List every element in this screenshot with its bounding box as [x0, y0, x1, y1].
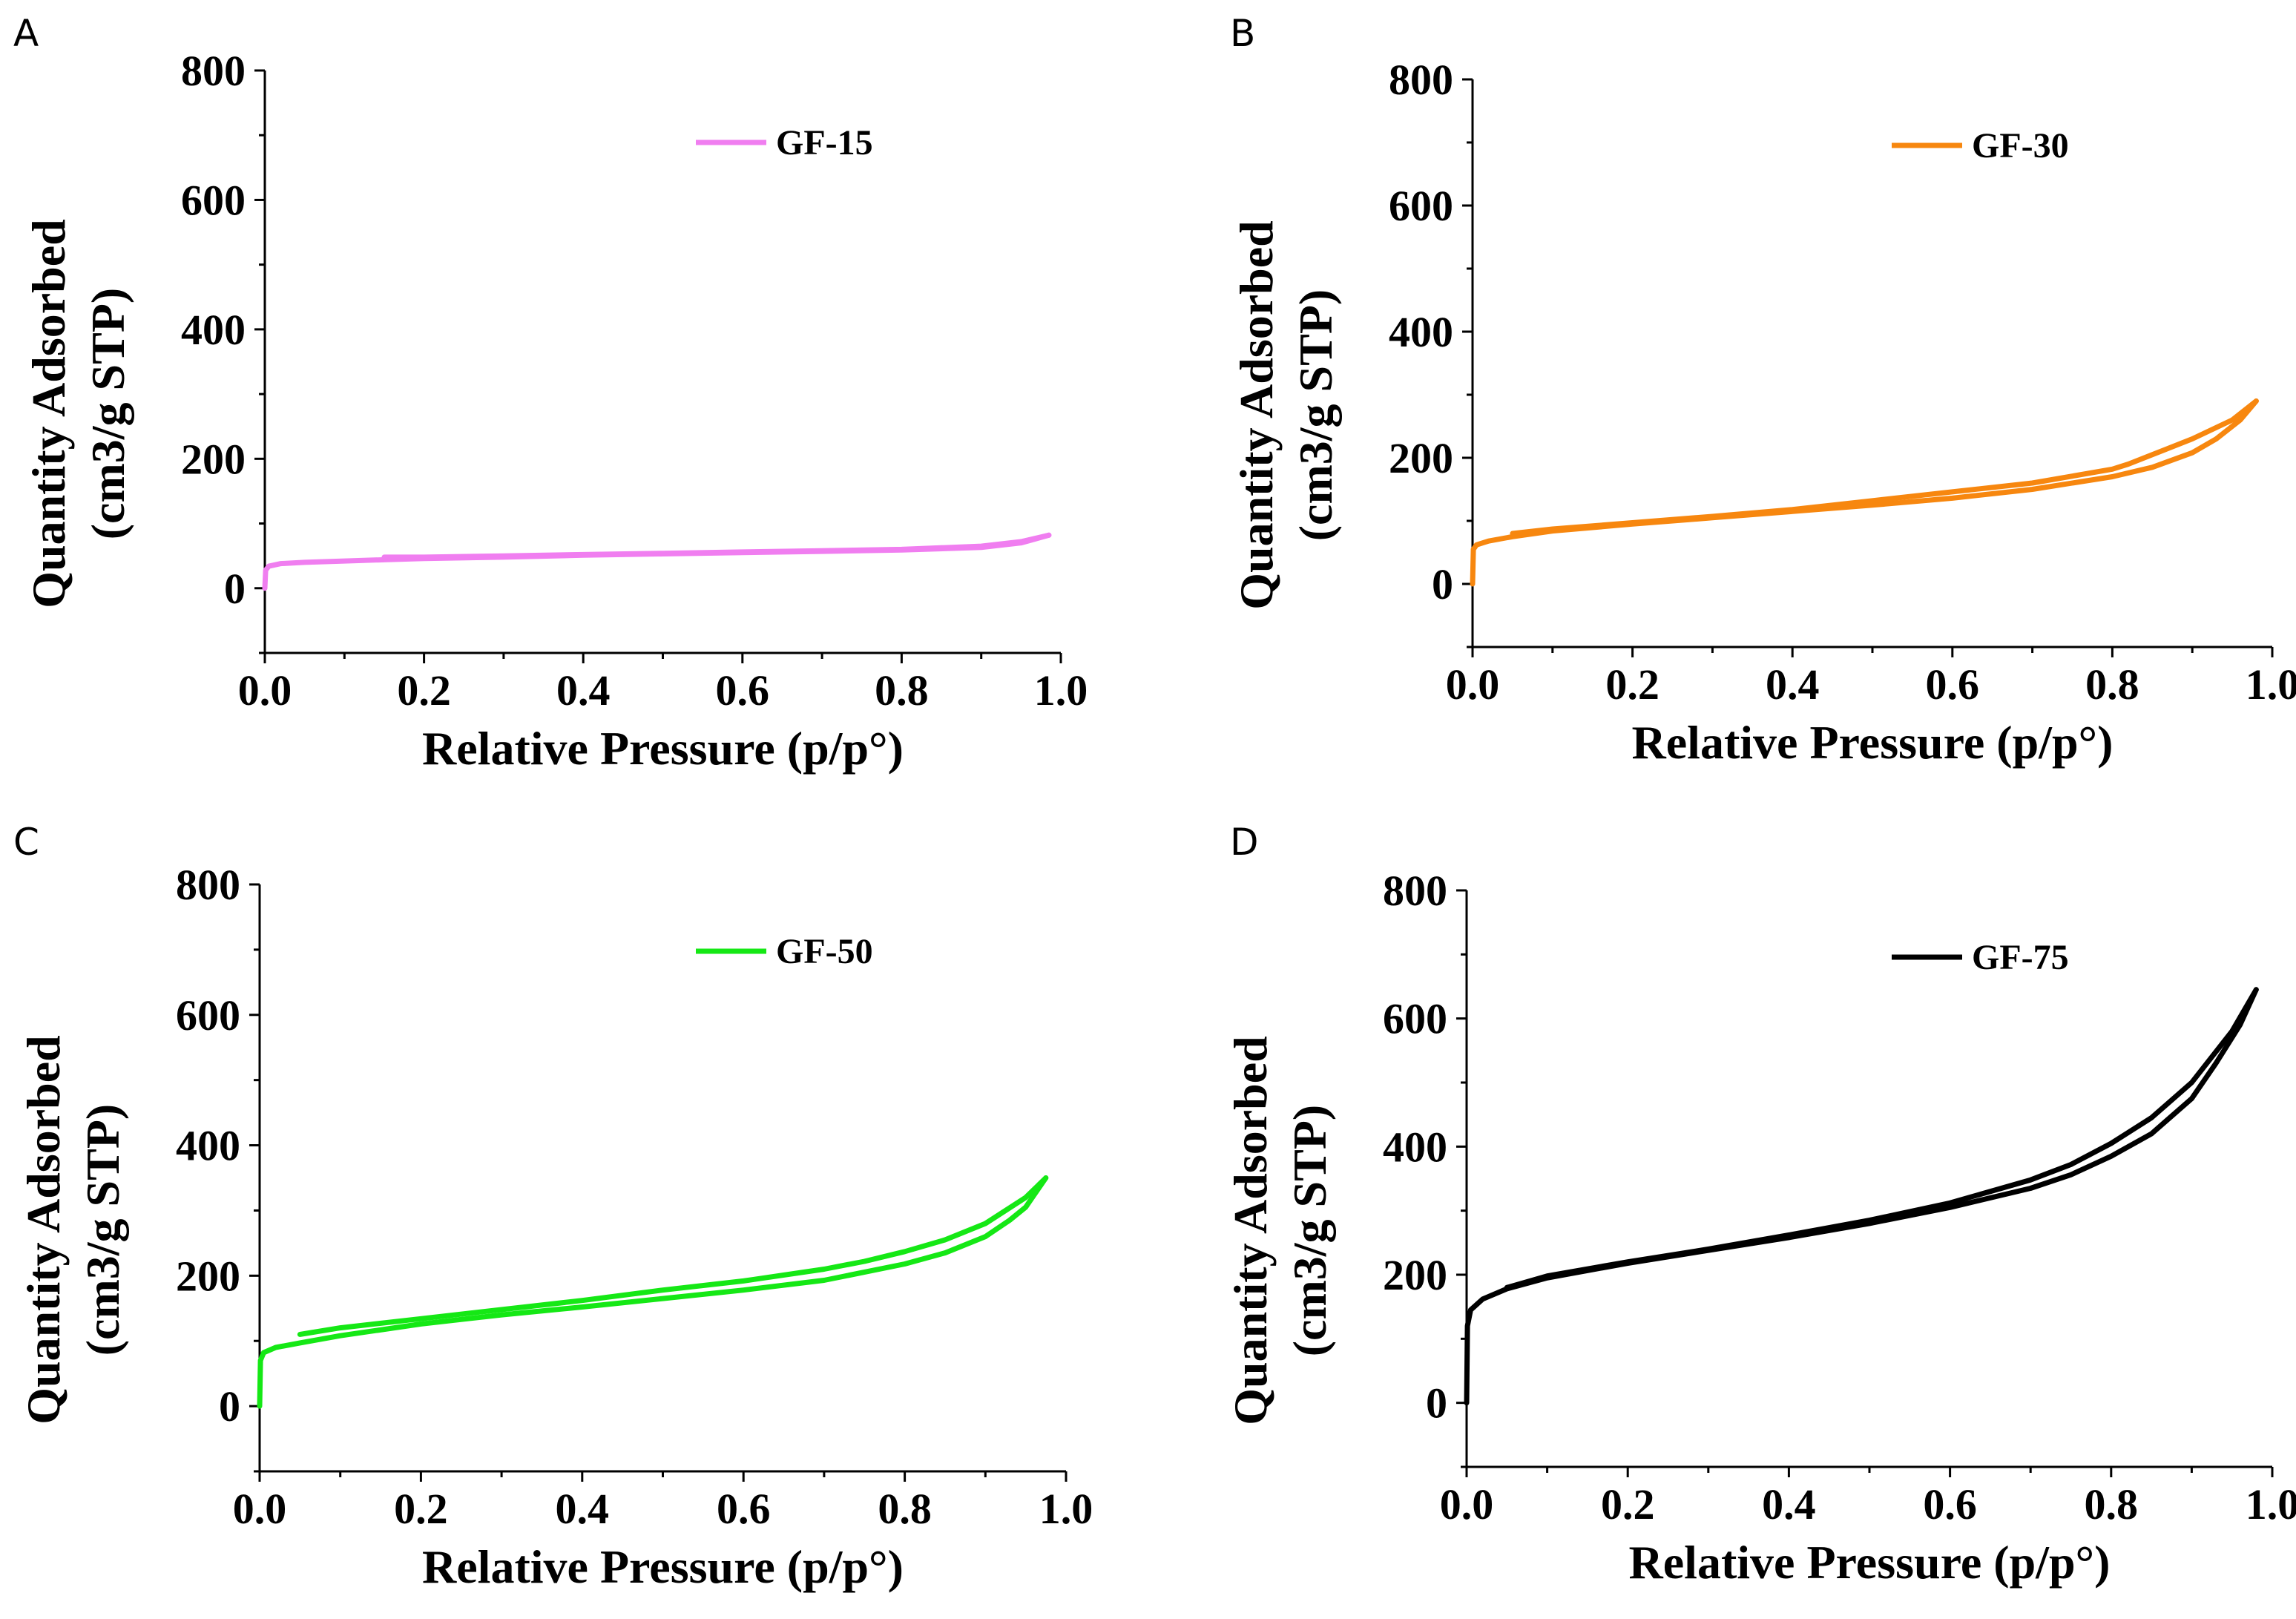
x-tick-label: 0.0 — [233, 1485, 287, 1533]
x-tick-label: 0.6 — [1923, 1480, 1977, 1528]
chart-panel-b: B 0 200 400 600 800 0.0 0.2 0.4 0.6 0.8 1.0 Relative… — [1230, 12, 2296, 769]
y-tick-label: 400 — [1389, 308, 1453, 356]
y-axis-title-line2: (cm3/g STP) — [76, 1104, 129, 1356]
x-tick-label: 0.6 — [717, 1485, 771, 1533]
y-tick-label: 800 — [176, 861, 240, 909]
y-tick-label: 800 — [181, 47, 246, 95]
y-tick-label: 0 — [1432, 560, 1453, 608]
y-tick-label: 200 — [1383, 1251, 1447, 1299]
x-tick-label: 1.0 — [1039, 1485, 1093, 1533]
y-tick-label: 400 — [181, 306, 246, 354]
chart-panel-a: A 0 200 400 600 800 0.0 0.2 0.4 0.6 0.8 1.0 Relative… — [13, 12, 1088, 775]
y-tick-label: 600 — [1389, 182, 1453, 230]
y-tick-label: 600 — [181, 176, 246, 224]
y-tick-label: 600 — [1383, 995, 1447, 1043]
series-gf-75-desorption-line — [1504, 987, 2259, 1290]
x-axis-title: Relative Pressure (p/p°) — [422, 1540, 904, 1593]
legend-label: GF-75 — [1972, 938, 2069, 977]
x-tick-label: 0.6 — [1926, 660, 1980, 709]
series-gf-15-desorption-line — [381, 532, 1052, 560]
panel-letter: D — [1230, 821, 1259, 864]
legend-label: GF-50 — [776, 932, 873, 971]
y-tick-label: 400 — [1383, 1123, 1447, 1171]
x-tick-label: 0.0 — [1446, 660, 1500, 709]
x-tick-label: 0.8 — [2085, 660, 2139, 709]
y-tick-label: 800 — [1383, 867, 1447, 915]
y-tick-label: 200 — [1389, 434, 1453, 482]
x-tick-label: 0.2 — [397, 666, 451, 715]
series-gf-15-adsorption-line — [262, 532, 1052, 591]
x-tick-label: 0.4 — [556, 666, 611, 715]
y-tick-label: 0 — [224, 565, 246, 613]
x-tick-label: 1.0 — [2246, 1480, 2296, 1528]
x-tick-label: 1.0 — [1034, 666, 1088, 715]
x-tick-label: 0.2 — [1601, 1480, 1655, 1528]
series-gf-30-adsorption-line — [1470, 398, 2259, 587]
panel-letter: A — [13, 12, 39, 55]
x-tick-label: 0.2 — [1605, 660, 1659, 709]
x-axis-title: Relative Pressure (p/p°) — [1632, 716, 2114, 769]
y-tick-label: 200 — [176, 1252, 240, 1300]
x-tick-label: 0.6 — [716, 666, 770, 715]
x-axis-title: Relative Pressure (p/p°) — [422, 722, 904, 775]
y-tick-label: 400 — [176, 1122, 240, 1170]
x-tick-label: 0.0 — [238, 666, 292, 715]
x-tick-label: 0.8 — [878, 1485, 932, 1533]
series-gf-75-adsorption-line — [1464, 987, 2259, 1406]
panel-letter: B — [1230, 12, 1255, 55]
x-tick-label: 0.2 — [394, 1485, 448, 1533]
y-tick-label: 800 — [1389, 56, 1453, 104]
y-tick-label: 600 — [176, 991, 240, 1040]
series-gf-50-desorption-line — [297, 1175, 1049, 1337]
chart-panel-d: D 0 200 400 600 800 0.0 0.2 0.4 0.6 0.8 1.0 Relative… — [1224, 821, 2296, 1589]
legend-label: GF-30 — [1972, 126, 2069, 165]
x-tick-label: 0.4 — [1762, 1480, 1816, 1528]
y-axis-title-line1: Quantity Adsorbed — [1230, 220, 1283, 610]
y-axis-title-line1: Quantity Adsorbed — [1224, 1036, 1277, 1425]
y-axis-title-line2: (cm3/g STP) — [1289, 289, 1342, 542]
x-axis-title: Relative Pressure (p/p°) — [1629, 1536, 2111, 1589]
x-tick-label: 0.4 — [1766, 660, 1820, 709]
series-gf-50-adsorption-line — [257, 1175, 1049, 1409]
x-tick-label: 0.4 — [556, 1485, 610, 1533]
x-tick-label: 1.0 — [2246, 660, 2296, 709]
y-tick-label: 200 — [181, 435, 246, 483]
y-axis-title-line2: (cm3/g STP) — [82, 288, 134, 540]
y-tick-label: 0 — [1426, 1379, 1447, 1428]
y-axis-title-line2: (cm3/g STP) — [1283, 1105, 1336, 1357]
y-tick-label: 0 — [219, 1382, 240, 1431]
y-axis-title-line1: Quantity Adsorbed — [22, 219, 75, 608]
panel-letter: C — [13, 821, 39, 864]
x-tick-label: 0.8 — [2085, 1480, 2139, 1528]
chart-panel-c: C 0 200 400 600 800 0.0 0.2 0.4 0.6 0.8 1.0 Relative… — [13, 821, 1093, 1593]
series-gf-30-desorption-line — [1510, 398, 2259, 536]
x-tick-label: 0.8 — [875, 666, 929, 715]
legend-label: GF-15 — [776, 123, 873, 162]
y-axis-title-line1: Quantity Adsorbed — [17, 1035, 70, 1425]
x-tick-label: 0.0 — [1440, 1480, 1494, 1528]
